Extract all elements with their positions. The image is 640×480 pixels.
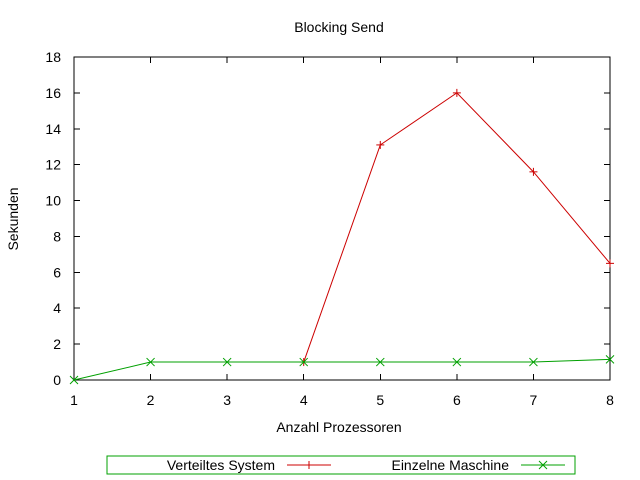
chart-title: Blocking Send: [294, 19, 384, 35]
y-tick-label: 12: [45, 157, 61, 173]
data-point-einzelne-maschine: [375, 357, 385, 367]
legend-marker-verteiltes-system: [305, 461, 313, 469]
y-tick-label: 16: [45, 85, 61, 101]
legend-samples: [287, 460, 565, 470]
series-line-einzelne-maschine: [73, 358, 611, 381]
data-point-einzelne-maschine: [529, 357, 538, 367]
x-tick-label: 4: [300, 392, 308, 408]
x-tick-label: 7: [530, 392, 538, 408]
y-axis-label: Sekunden: [5, 187, 21, 250]
plot-frame: [73, 56, 611, 381]
legend: Verteiltes System Einzelne Maschine: [106, 455, 576, 475]
legend-label-einzelne-maschine: Einzelne Maschine: [391, 457, 509, 473]
series-group: [69, 88, 615, 385]
data-point-einzelne-maschine: [452, 357, 462, 367]
data-point-einzelne-maschine: [146, 357, 155, 367]
y-tick-label: 6: [53, 264, 61, 280]
x-tick-label: 3: [223, 392, 231, 408]
data-point-einzelne-maschine: [69, 375, 79, 385]
data-point-einzelne-maschine: [222, 357, 232, 367]
plot-area-border: [73, 56, 611, 381]
x-tick-label: 5: [376, 392, 384, 408]
x-tick-label: 8: [606, 392, 614, 408]
x-tick-label: 2: [147, 392, 155, 408]
y-tick-label: 14: [45, 121, 61, 137]
legend-box: [106, 455, 576, 475]
y-tick-label: 0: [53, 372, 61, 388]
data-point-verteiltes-system: [529, 167, 538, 176]
data-point-einzelne-maschine: [299, 357, 309, 367]
data-point-einzelne-maschine: [605, 355, 615, 364]
data-point-verteiltes-system: [606, 259, 614, 268]
data-point-verteiltes-system: [376, 140, 385, 149]
y-tick-label: 4: [53, 300, 61, 316]
x-axis-label: Anzahl Prozessoren: [276, 419, 401, 435]
series-line-verteiltes-system: [303, 92, 611, 363]
x-tick-label: 6: [453, 392, 461, 408]
legend-marker-einzelne-maschine: [538, 460, 548, 470]
y-tick-label: 2: [53, 336, 61, 352]
data-point-verteiltes-system: [452, 88, 461, 97]
y-tick-label: 10: [45, 193, 61, 209]
y-tick-label: 8: [53, 228, 61, 244]
x-tick-label: 1: [70, 392, 78, 408]
legend-label-verteiltes-system: Verteiltes System: [167, 457, 275, 473]
y-tick-label: 18: [45, 49, 61, 65]
